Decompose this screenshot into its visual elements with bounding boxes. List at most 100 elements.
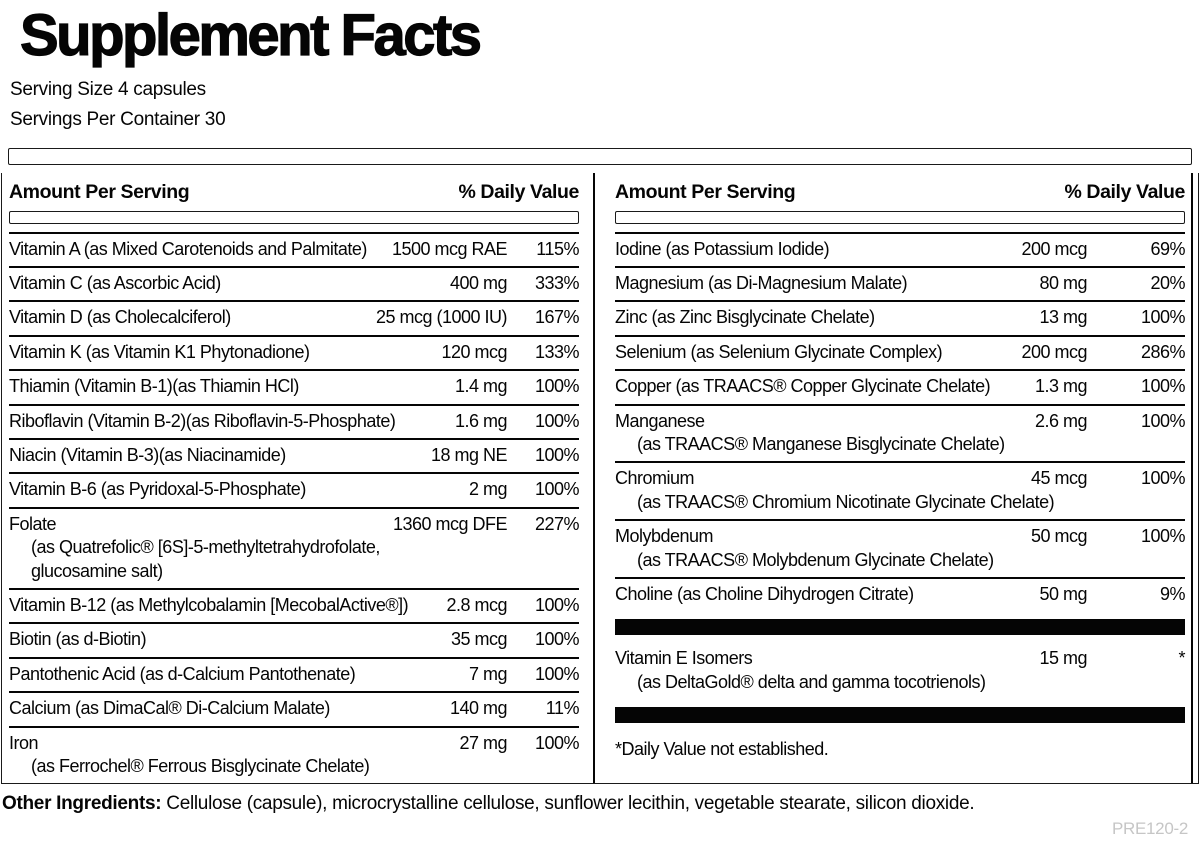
nutrient-source: (as Ferrochel® Ferrous Bisglycinate Chel… (31, 755, 370, 776)
nutrient-row-main: Molybdenum 50 mcg 100% (615, 525, 1186, 548)
nutrient-name: Calcium (as DimaCal® Di-Calcium Malate) (9, 698, 330, 719)
nutrient-row-main: Manganese 2.6 mg 100% (615, 410, 1186, 433)
nutrient-row-main: Vitamin B-6 (as Pyridoxal-5-Phosphate) 2 … (9, 478, 580, 501)
nutrient-name: Vitamin A (as Mixed Carotenoids and Palm… (9, 238, 367, 259)
nutrient-daily-value: 133% (534, 341, 580, 362)
nutrient-name: Molybdenum (615, 526, 714, 547)
nutrient-row: Niacin (Vitamin B-3)(as Niacinamide) 18 m… (9, 440, 580, 475)
nutrient-row: Calcium (as DimaCal® Di-Calcium Malate) 1… (9, 693, 580, 728)
nutrient-row: Pantothenic Acid (as d-Calcium Pantothen… (9, 659, 580, 694)
nutrient-row-main: Vitamin D (as Cholecalciferol) 25 mcg (10… (9, 306, 580, 329)
header-percent-daily-value: % Daily Value (458, 180, 579, 203)
nutrient-daily-value: 227% (534, 513, 580, 534)
nutrient-source: (as TRAACS® Molybdenum Glycinate Chelate… (637, 549, 994, 570)
nutrient-row-main: Zinc (as Zinc Bisglycinate Chelate) 13 mg… (615, 306, 1186, 329)
nutrient-amount: 27 mg (459, 732, 507, 753)
facts-panel: Amount Per Serving % Daily Value Vitamin A… (1, 172, 1199, 785)
nutrient-row-main: Iron 27 mg 100% (9, 732, 580, 755)
nutrient-daily-value: 100% (1140, 307, 1186, 328)
nutrient-amount: 25 mcg (1000 IU) (375, 307, 508, 328)
nutrient-row: Vitamin B-12 (as Methylcobalamin [Mecoba… (9, 590, 580, 625)
nutrient-row: Vitamin A (as Mixed Carotenoids and Palm… (9, 234, 580, 269)
nutrient-daily-value: 115% (536, 238, 579, 259)
nutrient-source: (as TRAACS® Chromium Nicotinate Glycinat… (637, 491, 1055, 512)
nutrient-amount: 1360 mcg DFE (392, 513, 508, 534)
nutrient-row-main: Chromium 45 mcg 100% (615, 467, 1186, 490)
other-ingredients-label: Other Ingredients: (2, 793, 162, 815)
nutrient-row-main: Vitamin E Isomers 15 mg * (615, 647, 1186, 670)
column-header: Amount Per Serving % Daily Value (9, 173, 579, 211)
nutrient-name: Chromium (615, 468, 695, 489)
nutrient-row: Magnesium (as Di-Magnesium Malate) 80 mg 2… (615, 268, 1186, 303)
nutrient-name: Choline (as Choline Dihydrogen Citrate) (615, 583, 914, 604)
nutrient-source: glucosamine salt) (31, 560, 163, 581)
nutrient-amount: 13 mg (1039, 307, 1087, 328)
nutrient-name: Vitamin B-12 (as Methylcobalamin [Mecoba… (9, 594, 409, 615)
nutrient-name: Vitamin E Isomers (615, 648, 753, 669)
nutrient-amount: 15 mg (1039, 648, 1087, 669)
nutrient-daily-value: 100% (534, 479, 580, 500)
nutrient-amount: 1.4 mg (454, 376, 508, 397)
nutrient-row-main: Copper (as TRAACS® Copper Glycinate Chel… (615, 375, 1186, 398)
column-divider-bar (9, 210, 579, 224)
nutrient-row-main: Vitamin A (as Mixed Carotenoids and Palm… (9, 238, 580, 261)
nutrient-row-main: Choline (as Choline Dihydrogen Citrate) 5… (615, 583, 1186, 606)
nutrient-name: Zinc (as Zinc Bisglycinate Chelate) (615, 307, 875, 328)
nutrient-daily-value: * (1178, 648, 1185, 669)
column-divider-bar (615, 210, 1185, 224)
nutrient-row-main: Magnesium (as Di-Magnesium Malate) 80 mg 2… (615, 272, 1186, 295)
nutrient-row-main: Niacin (Vitamin B-3)(as Niacinamide) 18 m… (9, 444, 580, 467)
nutrient-row: Biotin (as d-Biotin) 35 mcg 100% (9, 624, 580, 659)
nutrient-row: Iodine (as Potassium Iodide) 200 mcg 69% (615, 234, 1186, 269)
nutrient-name: Manganese (615, 410, 705, 431)
nutrient-amount: 18 mg NE (430, 445, 508, 466)
nutrient-daily-value: 20% (1150, 273, 1185, 294)
nutrient-amount: 1500 mcg RAE (391, 238, 508, 259)
nutrient-daily-value: 100% (534, 594, 580, 615)
nutrient-name: Biotin (as d-Biotin) (9, 629, 147, 650)
nutrient-amount: 120 mcg (441, 341, 507, 362)
nutrient-row-main: Selenium (as Selenium Glycinate Complex)… (615, 341, 1186, 364)
nutrient-amount: 1.3 mg (1034, 376, 1088, 397)
nutrient-row: Chromium 45 mcg 100% (as TRAACS® Chromium N… (615, 463, 1186, 522)
nutrient-row-main: Vitamin C (as Ascorbic Acid) 400 mg 333% (9, 272, 580, 295)
nutrient-source: (as Quatrefolic® [6S]-5-methyltetrahydro… (31, 537, 380, 558)
nutrient-source: (as TRAACS® Manganese Bisglycinate Chela… (637, 434, 1005, 455)
nutrient-daily-value: 100% (534, 376, 580, 397)
nutrient-daily-value: 100% (534, 629, 580, 650)
header-amount-per-serving: Amount Per Serving (615, 180, 796, 203)
nutrient-amount: 80 mg (1039, 273, 1087, 294)
nutrient-row: Vitamin K (as Vitamin K1 Phytonadione) 12… (9, 337, 580, 372)
nutrient-row: Molybdenum 50 mcg 100% (as TRAACS® Molybden… (615, 521, 1186, 579)
serving-size: Serving Size 4 capsules (10, 78, 206, 100)
nutrient-name: Vitamin K (as Vitamin K1 Phytonadione) (9, 341, 310, 362)
other-ingredients: Other Ingredients: Cellulose (capsule), … (2, 793, 1200, 815)
nutrient-row: Copper (as TRAACS® Copper Glycinate Chel… (615, 371, 1186, 406)
nutrient-amount: 140 mg (449, 698, 508, 719)
page-title: Supplement Facts (19, 3, 482, 68)
nutrient-name: Iron (9, 732, 39, 753)
serving-info: Serving Size 4 capsules Servings Per Con… (10, 75, 1200, 136)
nutrient-name: Magnesium (as Di-Magnesium Malate) (615, 273, 908, 294)
column-header: Amount Per Serving % Daily Value (615, 173, 1185, 211)
nutrient-row: Choline (as Choline Dihydrogen Citrate) 5… (615, 579, 1186, 611)
nutrient-row: Vitamin D (as Cholecalciferol) 25 mcg (10… (9, 302, 580, 337)
nutrient-daily-value: 11% (545, 698, 580, 719)
other-ingredients-text: Cellulose (capsule), microcrystalline ce… (161, 793, 975, 815)
separator-bar (615, 707, 1185, 724)
facts-columns: Amount Per Serving % Daily Value Vitamin A… (7, 172, 1193, 784)
nutrient-name: Folate (9, 513, 57, 534)
nutrient-amount: 7 mg (468, 663, 508, 684)
nutrient-row-main: Biotin (as d-Biotin) 35 mcg 100% (9, 628, 580, 651)
nutrient-row: Vitamin C (as Ascorbic Acid) 400 mg 333% (9, 268, 580, 303)
nutrient-name: Copper (as TRAACS® Copper Glycinate Chel… (615, 376, 991, 397)
separator-bar (615, 619, 1185, 636)
servings-per-container: Servings Per Container 30 (10, 109, 226, 131)
nutrient-daily-value: 100% (534, 732, 580, 753)
nutrient-amount: 2.8 mcg (446, 594, 507, 615)
nutrient-row-main: Calcium (as DimaCal® Di-Calcium Malate) 1… (9, 697, 580, 720)
nutrient-daily-value: 100% (1140, 410, 1186, 431)
nutrient-daily-value: 286% (1140, 341, 1186, 362)
nutrient-amount: 200 mcg (1021, 238, 1087, 259)
